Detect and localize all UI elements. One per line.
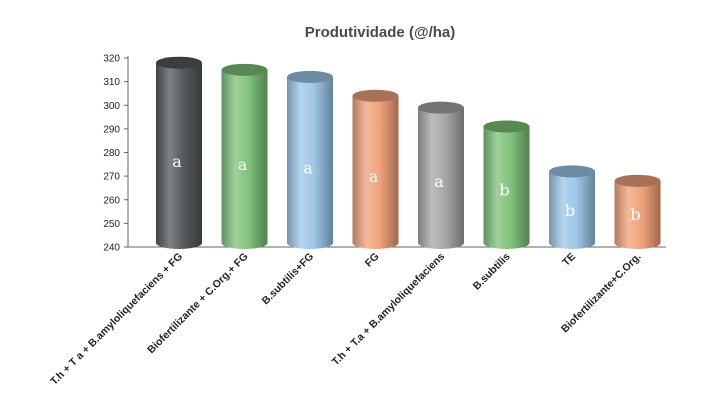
bar-body [549,171,595,249]
data-label: a [369,167,379,186]
x-axis-labels: T.h + T a + B.amyloliquefaciens + FGBiof… [48,251,644,388]
bar-8: b [614,174,661,249]
data-label: a [172,152,182,171]
bar-top [418,101,464,114]
bar-1: a [156,56,202,249]
data-label: a [303,158,313,177]
y-tick-label: 260 [103,195,120,206]
data-label: a [434,172,444,191]
bar-top [549,165,595,178]
data-label: b [630,205,640,224]
bar-body [352,95,399,249]
bar-6: b [483,120,530,249]
y-tick-label: 300 [103,101,120,112]
data-label: b [499,181,509,200]
bar-top [614,174,661,187]
y-tick-label: 280 [103,148,120,159]
bar-body [418,107,464,249]
bar-body [156,62,202,249]
x-tick-label: T.h + T.a + B.amyloliquefaciens [330,251,448,369]
x-tick-label: TE [560,251,578,269]
bar-5: a [418,101,464,249]
data-label: a [238,155,248,174]
bar-top [221,63,268,76]
bar-top [483,120,530,133]
y-tick-label: 290 [103,124,120,135]
x-tick-label: B.subtilis [471,251,513,293]
bar-top [352,89,399,102]
bar-3: a [287,70,333,250]
bar-body [287,76,333,250]
bars: a a a a a b b b [156,56,661,250]
x-tick-label: FG [363,251,382,270]
bar-body [483,126,530,249]
bar-2: a [221,63,268,249]
y-tick-label: 310 [103,77,120,88]
y-tick-label: 270 [103,172,120,183]
x-tick-label: T.h + T a + B.amyloliquefaciens + FG [48,251,185,388]
y-tick-label: 250 [103,219,120,230]
x-tick-label: B.subtilis+FG [260,251,317,308]
data-label: b [565,201,575,220]
y-tick-label: 240 [103,243,120,254]
bar-7: b [549,165,595,249]
y-tick-label: 320 [103,54,120,65]
bar-top [156,56,202,69]
chart-title: Produtividade (@/ha) [305,24,455,41]
bar-4: a [352,89,399,249]
bar-body [614,180,661,249]
bar-top [287,70,333,83]
bar-body [221,69,268,249]
